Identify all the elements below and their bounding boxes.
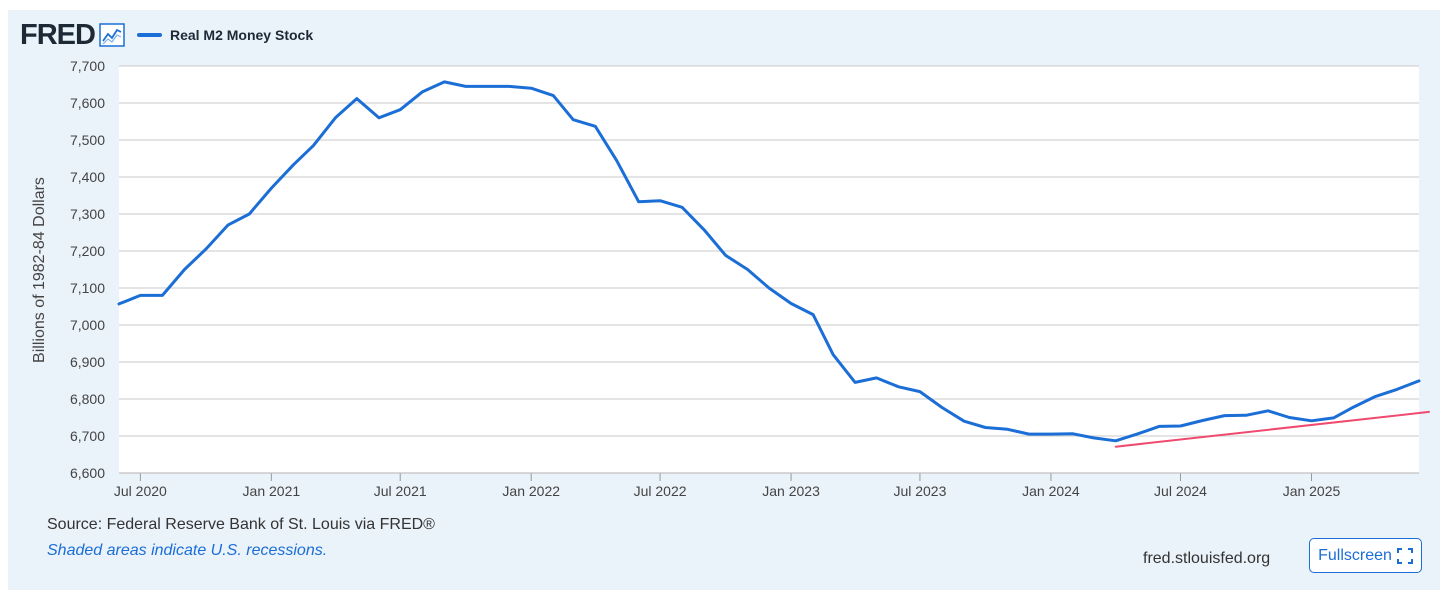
chart-lines (117, 80, 1430, 448)
fullscreen-button[interactable]: Fullscreen (1309, 538, 1422, 573)
y-tick-label: 6,600 (70, 465, 105, 481)
legend-swatch (136, 33, 162, 37)
y-tick-label: 7,000 (70, 317, 105, 333)
y-tick-label: 7,100 (70, 280, 105, 296)
y-tick-label: 7,400 (70, 169, 105, 185)
plot-area (119, 66, 1419, 473)
y-tick-label: 7,300 (70, 206, 105, 222)
trend-line (1114, 410, 1430, 448)
chart-header: FRED Real M2 Money Stock (20, 18, 313, 52)
x-tick-label: Jan 2024 (1022, 483, 1080, 499)
series-line-real-m2 (117, 80, 1421, 443)
y-tick-label: 7,200 (70, 243, 105, 259)
y-tick-label: 7,600 (70, 95, 105, 111)
y-tick-label: 7,700 (70, 58, 105, 74)
x-tick-label: Jul 2023 (893, 483, 946, 499)
x-axis-ticks: Jul 2020 Jan 2021 Jul 2021 Jan 2022 Jul 2022… (114, 472, 1419, 499)
legend-item-real-m2: Real M2 Money Stock (136, 27, 314, 43)
y-tick-label: 6,700 (70, 428, 105, 444)
x-tick-label: Jan 2025 (1283, 483, 1341, 499)
site-link[interactable]: fred.stlouisfed.org (1143, 550, 1271, 567)
x-tick-label: Jul 2020 (114, 483, 167, 499)
x-tick-label: Jul 2021 (374, 483, 427, 499)
expand-icon (1396, 547, 1413, 564)
chart-grid (119, 65, 1419, 474)
source-note: Source: Federal Reserve Bank of St. Loui… (47, 516, 435, 533)
x-tick-label: Jan 2022 (502, 483, 560, 499)
y-axis-label: Billions of 1982-84 Dollars (31, 177, 48, 363)
y-tick-label: 7,500 (70, 132, 105, 148)
fred-logo[interactable]: FRED (20, 18, 96, 51)
y-axis-ticks: 6,600 6,700 6,800 6,900 7,000 7,100 7,200 7,300… (70, 58, 105, 481)
x-tick-label: Jul 2024 (1154, 483, 1207, 499)
x-tick-label: Jan 2023 (762, 483, 820, 499)
y-tick-label: 6,800 (70, 391, 105, 407)
recession-note: Shaded areas indicate U.S. recessions. (47, 542, 328, 559)
x-tick-label: Jan 2021 (243, 483, 301, 499)
y-tick-label: 6,900 (70, 354, 105, 370)
legend-label: Real M2 Money Stock (169, 27, 314, 43)
fullscreen-label: Fullscreen (1318, 546, 1392, 564)
x-tick-label: Jul 2022 (634, 483, 687, 499)
line-graph-icon (99, 23, 125, 47)
